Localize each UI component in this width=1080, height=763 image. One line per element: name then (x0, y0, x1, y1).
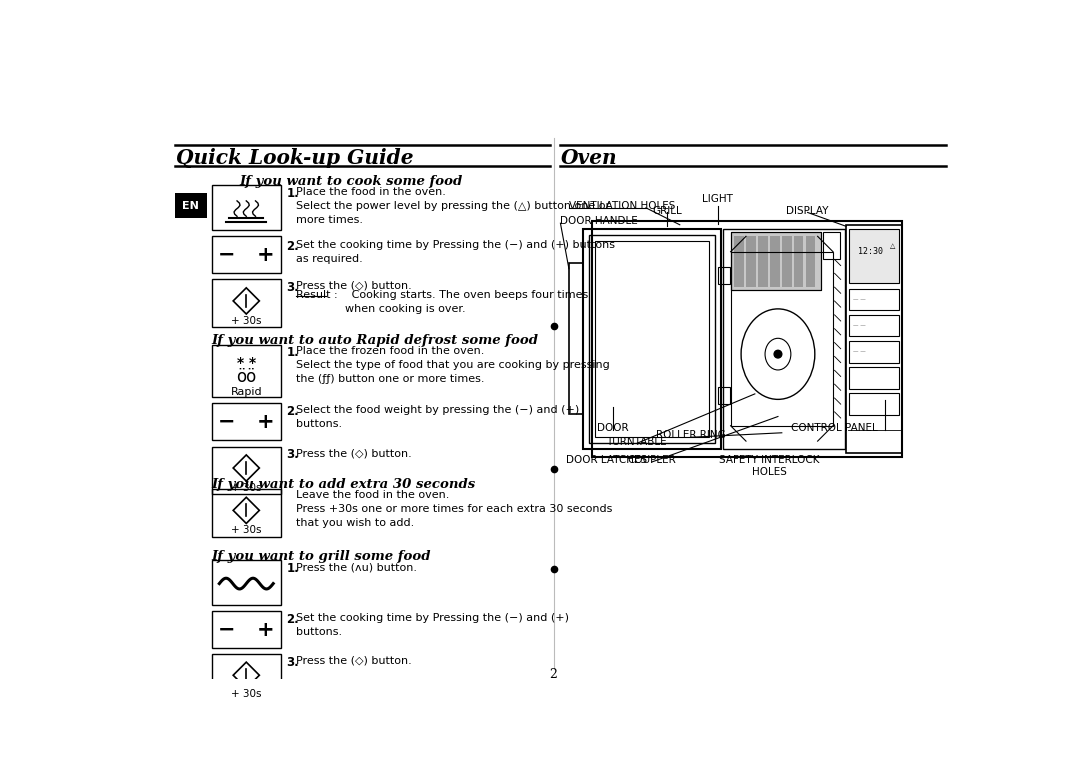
Text: — —: — — (853, 324, 866, 328)
Text: 12:30: 12:30 (858, 247, 882, 256)
Text: Set the cooking time by Pressing the (−) and (+) buttons
as required.: Set the cooking time by Pressing the (−)… (296, 240, 615, 264)
Text: 3.: 3. (286, 656, 299, 669)
Text: +: + (257, 245, 274, 265)
Bar (212, 611, 281, 649)
Text: + 30s: + 30s (231, 483, 261, 493)
Text: GRILL: GRILL (652, 205, 683, 215)
Bar (782, 236, 792, 287)
Text: If you want to grill some food: If you want to grill some food (212, 549, 431, 562)
Text: Select the food weight by pressing the (−) and (+)
buttons.: Select the food weight by pressing the (… (296, 405, 579, 429)
Text: DOOR: DOOR (597, 423, 629, 433)
Bar (849, 315, 900, 336)
Text: DOOR LATCHES: DOOR LATCHES (566, 455, 647, 465)
Text: Quick Look-up Guide: Quick Look-up Guide (176, 148, 414, 168)
Text: Set the cooking time by Pressing the (−) and (+)
buttons.: Set the cooking time by Pressing the (−)… (296, 613, 568, 637)
Text: SAFETY INTERLOCK
HOLES: SAFETY INTERLOCK HOLES (719, 455, 820, 478)
Text: 2.: 2. (286, 405, 299, 418)
Bar (212, 561, 281, 605)
Text: Leave the food in the oven.
Press +30s one or more times for each extra 30 secon: Leave the food in the oven. Press +30s o… (296, 491, 612, 529)
Bar (846, 225, 902, 452)
Text: CONTROL PANEL: CONTROL PANEL (792, 423, 878, 433)
Text: + 30s: + 30s (231, 316, 261, 326)
Bar (583, 229, 721, 449)
Bar (794, 236, 804, 287)
Bar (849, 394, 900, 415)
Bar (746, 236, 756, 287)
Text: Oven: Oven (562, 148, 618, 168)
Text: EN: EN (183, 201, 200, 211)
Bar (589, 235, 715, 443)
Text: 1.: 1. (286, 562, 299, 575)
Text: Press the (◇) button.: Press the (◇) button. (296, 448, 411, 458)
Text: −: − (218, 620, 235, 640)
Text: — —: — — (853, 297, 866, 302)
Bar (212, 655, 281, 700)
Bar (730, 233, 822, 290)
Text: * *: * * (237, 356, 256, 369)
Bar (212, 185, 281, 230)
Text: DOOR HANDLE: DOOR HANDLE (561, 216, 638, 227)
Bar (212, 404, 281, 440)
Bar (212, 489, 281, 536)
Circle shape (774, 350, 782, 358)
Bar (849, 341, 900, 362)
Bar (592, 221, 902, 456)
Text: LIGHT: LIGHT (702, 194, 733, 204)
Text: If you want to add extra 30 seconds: If you want to add extra 30 seconds (212, 478, 476, 491)
Bar (849, 288, 900, 311)
Text: If you want to cook some food: If you want to cook some food (240, 175, 462, 188)
Text: 1.: 1. (286, 346, 299, 359)
Text: TURNTABLE: TURNTABLE (606, 436, 667, 446)
Text: Place the food in the oven.
Select the power level by pressing the (△) button on: Place the food in the oven. Select the p… (296, 187, 610, 225)
Text: △: △ (890, 243, 895, 249)
Bar (770, 236, 780, 287)
Text: +: + (257, 620, 274, 640)
Bar (212, 279, 281, 327)
Bar (849, 229, 900, 282)
Bar (595, 241, 710, 436)
Text: ROLLER RING: ROLLER RING (656, 430, 726, 440)
Bar (806, 236, 815, 287)
Text: COUPLER: COUPLER (627, 455, 676, 465)
Bar (212, 345, 281, 398)
Text: 2.: 2. (286, 613, 299, 626)
Bar (718, 388, 730, 404)
Text: Place the frozen food in the oven.
Select the type of food that you are cooking : Place the frozen food in the oven. Selec… (296, 346, 609, 385)
Text: Press the (◇) button.: Press the (◇) button. (296, 281, 411, 291)
Text: öö: öö (237, 368, 256, 386)
Text: + 30s: + 30s (231, 526, 261, 536)
Text: VENTILATION HOLES: VENTILATION HOLES (569, 201, 675, 211)
Text: 3.: 3. (286, 281, 299, 294)
Text: Rapid: Rapid (230, 388, 262, 398)
Text: Result :    Cooking starts. The oven beeps four times
              when cooking: Result : Cooking starts. The oven beeps … (296, 290, 588, 314)
Bar (212, 446, 281, 494)
Bar (212, 237, 281, 273)
Text: — —: — — (853, 349, 866, 354)
Text: 2.: 2. (286, 240, 299, 253)
Bar (758, 236, 768, 287)
Text: Press the (ʌu) button.: Press the (ʌu) button. (296, 562, 417, 572)
Bar (730, 233, 822, 290)
Text: DISPLAY: DISPLAY (786, 205, 828, 215)
Bar (849, 367, 900, 389)
Bar (823, 233, 840, 259)
Text: −: − (218, 412, 235, 432)
Text: 2: 2 (550, 668, 557, 681)
Text: Press the (◇) button.: Press the (◇) button. (296, 656, 411, 666)
Bar (730, 252, 833, 426)
Bar (569, 263, 583, 414)
Text: +: + (257, 412, 274, 432)
Bar (175, 193, 207, 218)
Text: + 30s: + 30s (231, 690, 261, 700)
Text: −: − (218, 245, 235, 265)
Text: If you want to auto Rapid defrost some food: If you want to auto Rapid defrost some f… (212, 334, 539, 347)
Bar (718, 267, 730, 284)
Bar (723, 229, 845, 449)
Bar (734, 236, 744, 287)
Text: 3.: 3. (286, 448, 299, 461)
Text: 1.: 1. (286, 187, 299, 200)
